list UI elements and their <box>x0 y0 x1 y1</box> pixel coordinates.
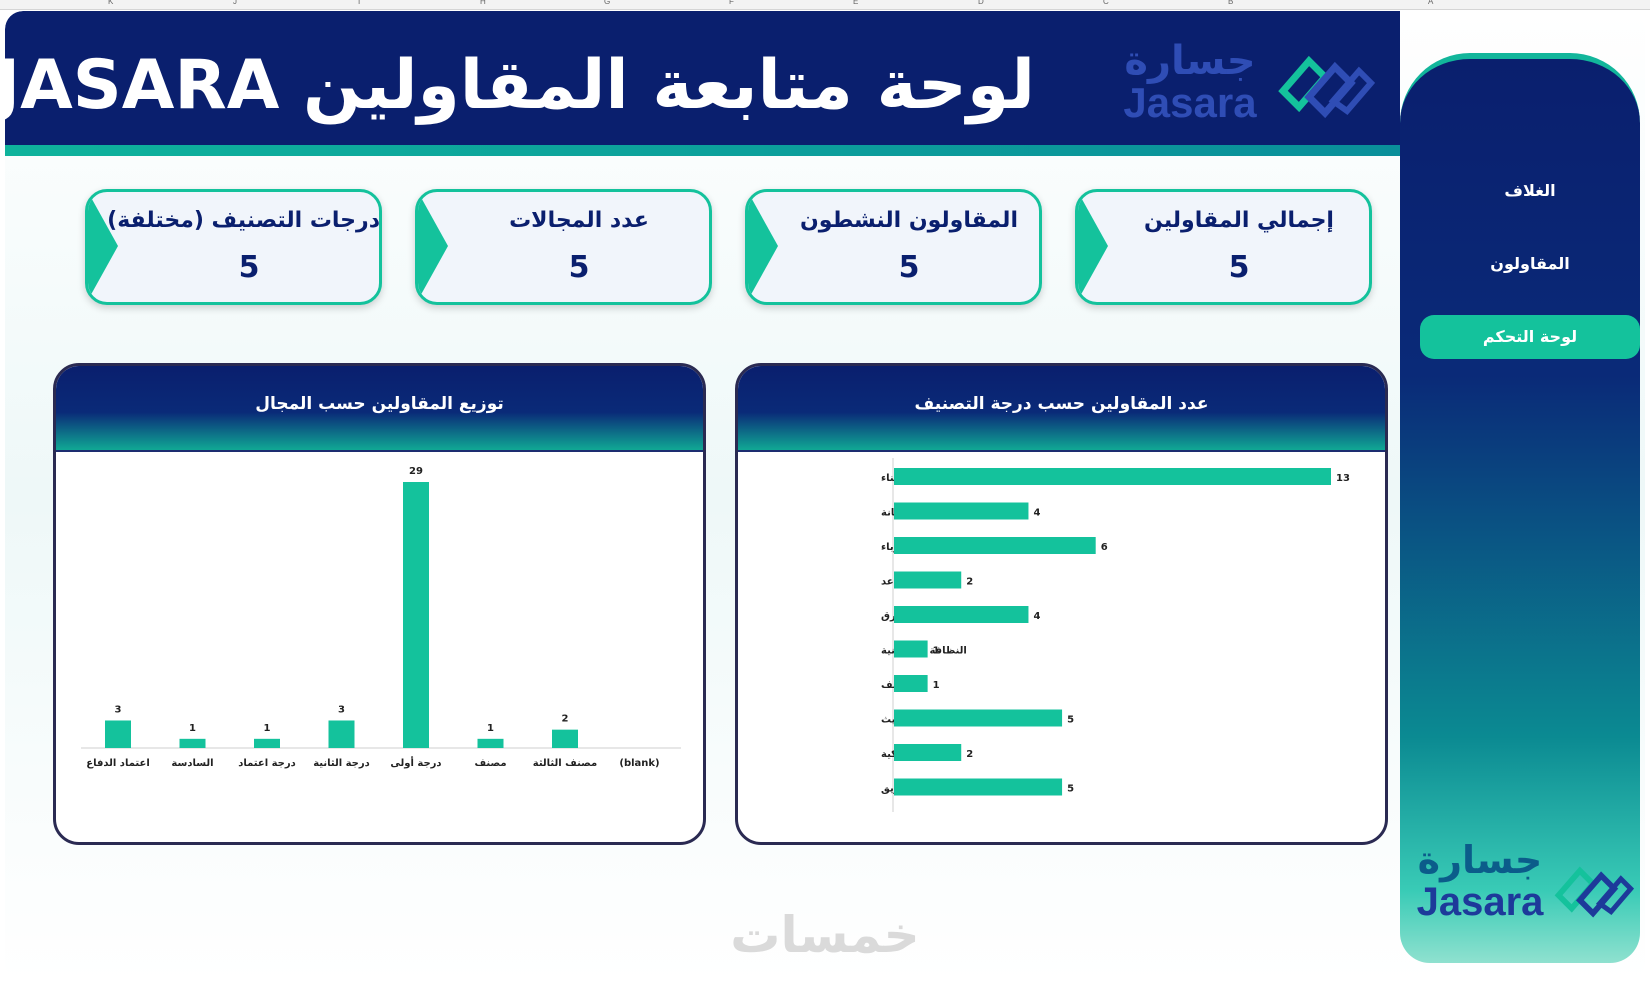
bar <box>894 709 1063 727</box>
header-stripe <box>5 145 1400 156</box>
column-g[interactable]: G <box>604 0 611 6</box>
data-label: 4 <box>1033 611 1040 622</box>
jasara-mark-icon <box>1554 866 1634 918</box>
kpi-value: 5 <box>238 250 260 285</box>
bar <box>894 468 1331 485</box>
category-label: درجة اعتماد <box>238 758 296 769</box>
panel-body: مجال التشييد والبناء13مجال التشغيل والصي… <box>738 450 1385 842</box>
kpi-flag-icon <box>418 192 448 300</box>
category-label: مصنف <box>474 758 506 769</box>
category-label: مصنف الثالثة <box>533 758 597 769</box>
bar <box>894 675 928 692</box>
column-i[interactable]: I <box>358 0 361 6</box>
category-label: اعتماد الدفاع <box>86 758 150 769</box>
logo-english-text: Jasara <box>1123 79 1257 126</box>
data-label: 13 <box>1336 473 1350 484</box>
kpi-card-total-contractors: إجمالي المقاولين 5 <box>1075 189 1372 305</box>
column-f[interactable]: F <box>729 0 734 6</box>
data-label: 5 <box>1067 715 1074 726</box>
data-label: 1 <box>933 680 940 691</box>
excel-column-header: K J I H G F E D C B A <box>0 0 1650 10</box>
panel-header: عدد المقاولين حسب درجة التصنيف <box>738 366 1385 450</box>
column-a[interactable]: A <box>1428 0 1434 6</box>
column-e[interactable]: E <box>853 0 859 6</box>
category-label: درجة أولى <box>390 756 441 769</box>
kpi-flag-icon <box>1078 192 1108 300</box>
sidebar-item-dashboard[interactable]: لوحة التحكم <box>1420 315 1640 359</box>
bar <box>894 502 1029 520</box>
kpi-title: المقاولون النشطون <box>800 208 1018 233</box>
panel-header: توزيع المقاولين حسب المجال <box>56 366 703 450</box>
data-label: 3 <box>115 704 122 715</box>
panel-title: توزيع المقاولين حسب المجال <box>255 394 504 414</box>
horizontal-bar-chart: مجال التشييد والبناء13مجال التشغيل والصي… <box>881 458 1350 812</box>
data-label: 1 <box>189 723 196 734</box>
sidebar-logo-arabic: جسارة <box>1417 838 1543 882</box>
data-label: 1 <box>264 723 271 734</box>
category-label: درجة الثانية <box>313 758 370 769</box>
data-label: 3 <box>338 704 345 715</box>
sidebar-item-cover[interactable]: الغلاف <box>1504 181 1556 200</box>
bar <box>894 640 928 658</box>
bar <box>894 537 1096 554</box>
kpi-title: عدد المجالات <box>509 208 649 233</box>
bar <box>403 482 429 748</box>
bar <box>552 729 578 748</box>
column-j[interactable]: J <box>233 0 237 6</box>
chart-panel-by-grade: عدد المقاولين حسب درجة التصنيف مجال التش… <box>735 363 1388 845</box>
kpi-value: 5 <box>1228 250 1250 285</box>
data-label: 2 <box>562 714 569 725</box>
watermark: خمسات <box>730 906 920 964</box>
column-c[interactable]: C <box>1103 0 1109 6</box>
bar <box>105 720 131 748</box>
jasara-mark-icon <box>1278 55 1375 119</box>
category-label: (blank) <box>619 758 659 769</box>
kpi-card-classification-grades: درجات التصنيف (مختلفة) 5 <box>85 189 382 305</box>
column-k[interactable]: K <box>108 0 114 6</box>
column-d[interactable]: D <box>978 0 984 6</box>
page-title: لوحة متابعة المقاولين JASARA <box>5 46 1035 125</box>
kpi-value: 5 <box>568 250 590 285</box>
data-label: 4 <box>1033 508 1040 519</box>
bar <box>328 720 355 748</box>
data-label: 1 <box>487 723 494 734</box>
bar <box>894 571 962 589</box>
header-banner: لوحة متابعة المقاولين JASARA جسارة Jasar… <box>5 11 1400 156</box>
vertical-bar-chart: 3 اعتماد الدفاع 1 السادسة 1 درجة اعتماد 3 درجة … <box>81 466 681 769</box>
data-label: 2 <box>966 577 973 588</box>
category-label: السادسة <box>171 758 213 769</box>
kpi-title: إجمالي المقاولين <box>1144 208 1334 233</box>
bar <box>894 744 962 761</box>
data-label: 5 <box>1067 784 1074 795</box>
bar <box>254 738 280 748</box>
data-label: 29 <box>409 466 423 477</box>
kpi-value: 5 <box>898 250 920 285</box>
sidebar: الغلاف المقاولون لوحة التحكم <box>1400 53 1640 963</box>
kpi-card-active-contractors: المقاولون النشطون 5 <box>745 189 1042 305</box>
kpi-flag-icon <box>748 192 778 300</box>
data-label: 1 <box>933 646 940 657</box>
sidebar-logo-english: Jasara <box>1416 880 1544 924</box>
kpi-title: درجات التصنيف (مختلفة) <box>107 208 380 233</box>
bar <box>179 738 206 748</box>
panel-body: 3 اعتماد الدفاع 1 السادسة 1 درجة اعتماد 3 درجة … <box>56 450 703 842</box>
panel-title: عدد المقاولين حسب درجة التصنيف <box>914 394 1209 414</box>
data-label: 6 <box>1101 542 1108 553</box>
header-logo: جسارة Jasara <box>1110 39 1380 129</box>
bar <box>894 606 1029 623</box>
bar <box>477 738 504 748</box>
data-label: 2 <box>966 749 973 760</box>
sidebar-logo: جسارة Jasara <box>1410 840 1635 940</box>
kpi-flag-icon <box>88 192 118 300</box>
bar <box>894 778 1063 796</box>
column-h[interactable]: H <box>480 0 486 6</box>
chart-panel-by-field: توزيع المقاولين حسب المجال 3 اعتماد الدفا… <box>53 363 706 845</box>
sidebar-item-contractors[interactable]: المقاولون <box>1490 254 1570 273</box>
logo-arabic-text: جسارة <box>1124 38 1256 84</box>
column-b[interactable]: B <box>1228 0 1234 6</box>
kpi-card-fields-count: عدد المجالات 5 <box>415 189 712 305</box>
